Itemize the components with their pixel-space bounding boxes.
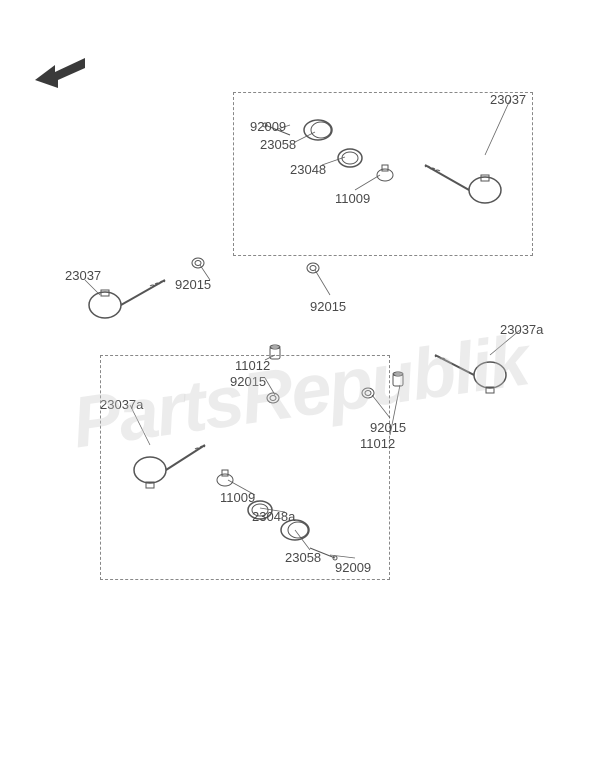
part-label: 23058 (260, 137, 296, 152)
part-label: 11012 (235, 358, 270, 373)
part-label: 92009 (335, 560, 371, 575)
part-label: 92009 (250, 119, 286, 134)
part-label: 92015 (370, 420, 406, 435)
part-label: 92015 (310, 299, 346, 314)
part-label: 11009 (335, 191, 370, 206)
part-label: 23037 (65, 268, 101, 283)
part-label: 92015 (175, 277, 211, 292)
part-label: 23058 (285, 550, 321, 565)
part-label: 23037 (490, 92, 526, 107)
part-label: 92015 (230, 374, 266, 389)
part-label: 11009 (220, 490, 255, 505)
part-label: 23037a (500, 322, 543, 337)
parts-svg (0, 0, 600, 784)
part-label: 23048a (252, 509, 295, 524)
part-label: 11012 (360, 436, 395, 451)
diagram-container: 23037 92009 23058 23048 11009 23037 9201… (0, 0, 600, 784)
part-label: 23037a (100, 397, 143, 412)
part-label: 23048 (290, 162, 326, 177)
